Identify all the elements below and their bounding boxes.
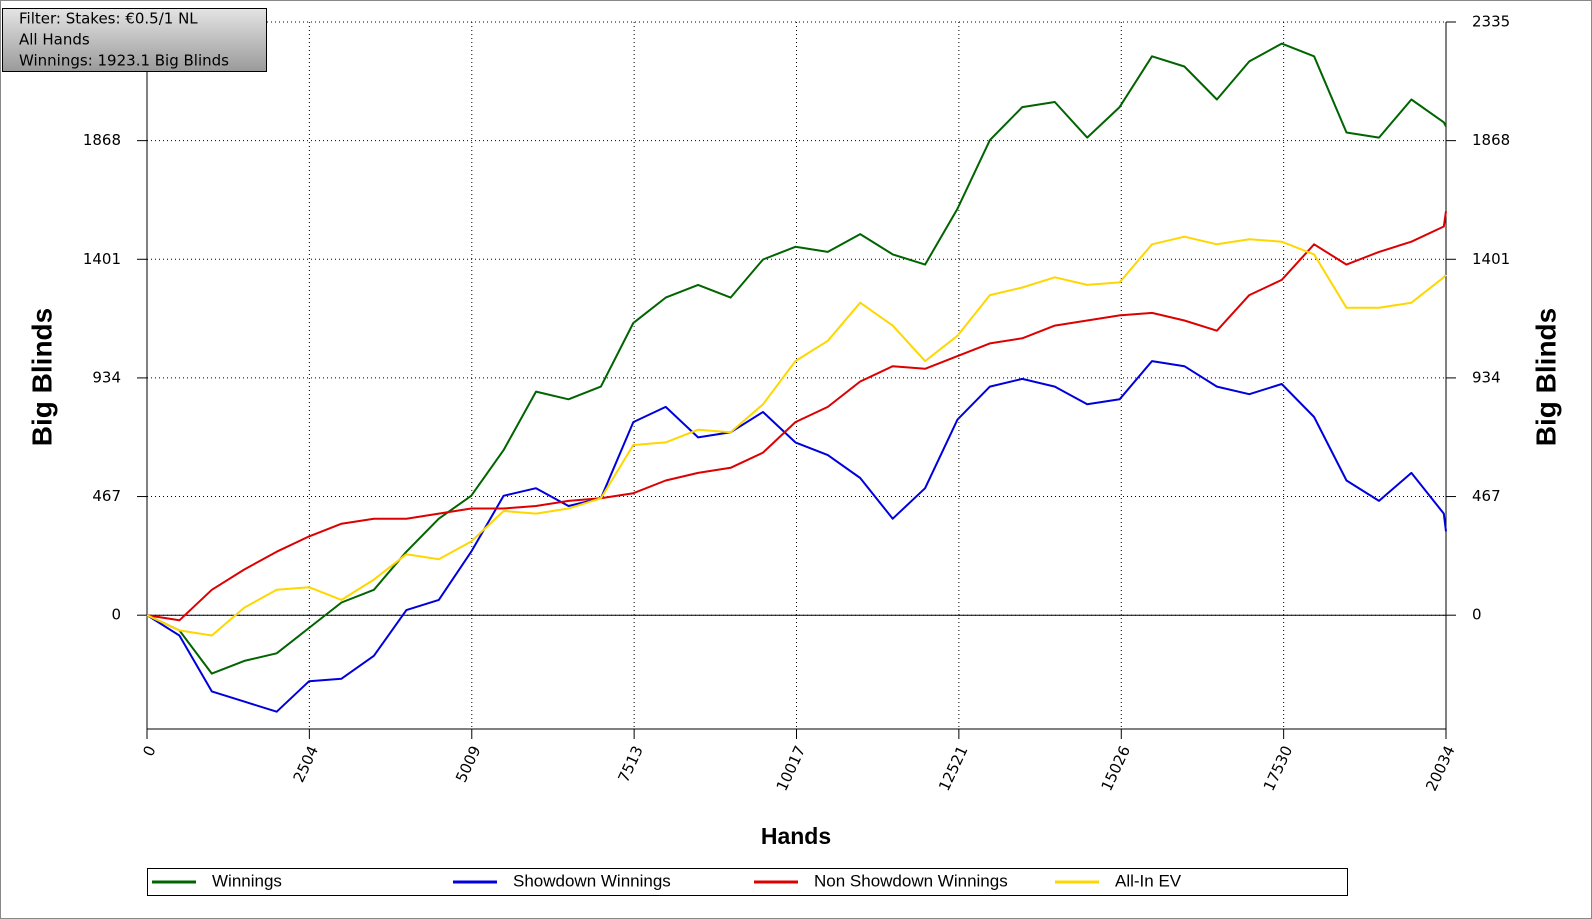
filter-box [2,8,267,72]
y-tick-label: 1868 [83,131,121,149]
legend-label: All-In EV [1115,871,1182,890]
y2-axis-title: Big Blinds [1530,308,1561,446]
series-line [146,211,1447,622]
series-line [146,42,1447,675]
y2-tick-label: 467 [1472,487,1501,505]
legend-label: Winnings [212,871,282,890]
filter-text: Filter: Stakes: €0.5/1 NL [19,10,198,28]
y-tick-label: 1401 [83,250,121,268]
y-tick-label: 934 [92,368,121,386]
legend-label: Non Showdown Winnings [814,871,1008,890]
y2-tick-label: 2335 [1472,13,1510,31]
y-tick-label: 467 [92,487,121,505]
y2-tick-label: 1868 [1472,131,1510,149]
y2-tick-label: 0 [1472,606,1482,624]
series-line [146,235,1447,637]
legend-box [147,868,1348,896]
y-tick-label: 0 [111,606,121,624]
series-line [146,360,1447,713]
legend-label: Showdown Winnings [513,871,671,890]
filter-text: All Hands [19,31,90,49]
filter-text: Winnings: 1923.1 Big Blinds [19,52,229,70]
y2-tick-label: 934 [1472,368,1501,386]
y-axis-title: Big Blinds [26,308,57,446]
x-axis-title: Hands [761,823,831,849]
y2-tick-label: 1401 [1472,250,1510,268]
